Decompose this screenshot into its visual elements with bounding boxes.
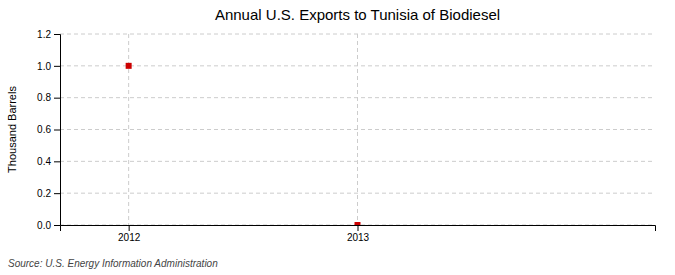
source-note: Source: U.S. Energy Information Administ… bbox=[8, 258, 218, 269]
chart-svg: 2012 2013 0.0 0.2 0.4 0.6 0.8 1.0 1.2 Annual U.S.… bbox=[0, 0, 675, 275]
tick: 2013 bbox=[347, 225, 370, 243]
plot: 2012 2013 0.0 0.2 0.4 0.6 0.8 1.0 1.2 bbox=[37, 29, 655, 243]
tick-label: 1.2 bbox=[37, 29, 51, 40]
tick-label: 0.0 bbox=[37, 220, 51, 231]
x-axis: 2012 2013 bbox=[61, 225, 656, 243]
tick-label: 2013 bbox=[347, 232, 370, 243]
grid-line bbox=[60, 129, 655, 130]
tick-mark bbox=[54, 225, 60, 226]
tick-mark bbox=[54, 98, 60, 99]
tick: 1.0 bbox=[37, 61, 60, 72]
grid-line bbox=[60, 193, 655, 194]
tick-mark bbox=[129, 225, 130, 231]
axis-line bbox=[54, 35, 61, 226]
tick-mark bbox=[54, 66, 60, 67]
tick-mark bbox=[54, 193, 60, 194]
grid bbox=[60, 34, 655, 225]
tick: 1.2 bbox=[37, 29, 60, 40]
marks bbox=[126, 63, 361, 225]
tick-label: 0.8 bbox=[37, 92, 51, 103]
tick-mark bbox=[358, 225, 359, 231]
tick-label: 2012 bbox=[118, 232, 141, 243]
tick-label: 1.0 bbox=[37, 61, 51, 72]
tick-mark bbox=[54, 34, 60, 35]
y-axis-title: Thousand Barrels bbox=[6, 86, 18, 173]
point bbox=[355, 222, 361, 225]
tick: 2012 bbox=[118, 225, 141, 243]
tick-label: 0.6 bbox=[37, 124, 51, 135]
tick: 0.4 bbox=[37, 156, 60, 167]
tick: 0.8 bbox=[37, 92, 60, 103]
y-axis: 0.0 0.2 0.4 0.6 0.8 1.0 1.2 bbox=[37, 29, 60, 231]
point bbox=[126, 63, 132, 69]
tick-mark bbox=[54, 130, 60, 131]
grid-line bbox=[128, 34, 129, 225]
title: Annual U.S. Exports to Tunisia of Biodie… bbox=[215, 6, 500, 23]
grid-line bbox=[357, 34, 358, 225]
tick-label: 0.2 bbox=[37, 188, 51, 199]
tick: 0.6 bbox=[37, 124, 60, 135]
tick: 0.0 bbox=[37, 220, 60, 231]
tick-mark bbox=[54, 161, 60, 162]
axis-line bbox=[61, 226, 656, 232]
tick: 0.2 bbox=[37, 188, 60, 199]
tick-label: 0.4 bbox=[37, 156, 51, 167]
chart-container: 2012 2013 0.0 0.2 0.4 0.6 0.8 1.0 1.2 Annual U.S.… bbox=[0, 0, 675, 275]
